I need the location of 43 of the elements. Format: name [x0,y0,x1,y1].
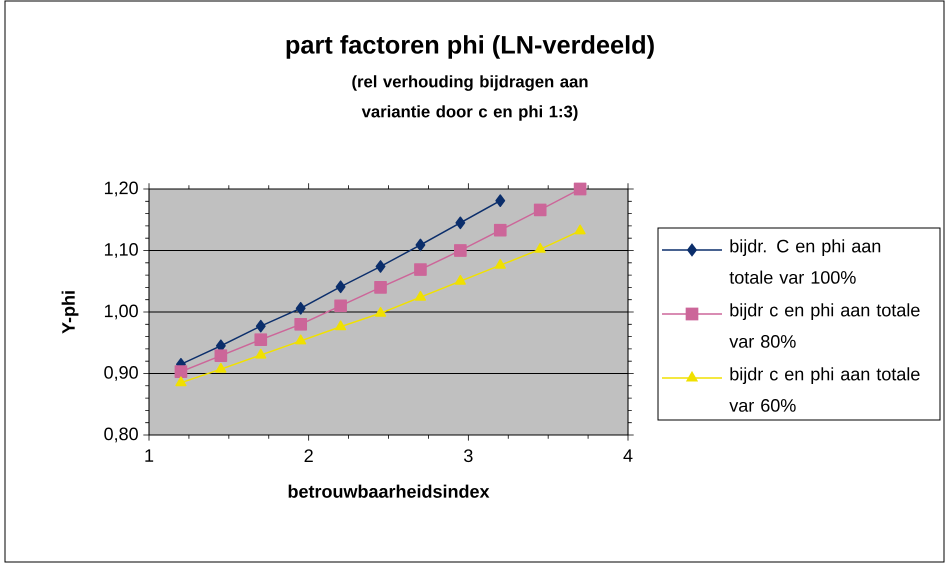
y-axis-title: Y-phi [62,291,78,334]
point [254,333,268,346]
point [214,349,228,362]
legend-label: bijdr c en phi aan totale var 60% [729,367,920,412]
point [414,290,426,301]
point [334,300,347,312]
point [414,263,427,276]
point [494,224,507,237]
x-tick-label: 1 [145,449,154,462]
y-tick-label: 0,80 [104,428,138,442]
chart-subtitle: (rel verhouding bijdragen aan variantie door c en phi 1:3) [352,75,588,121]
point [416,238,426,252]
point [454,274,466,285]
point [255,348,266,359]
x-tick-label: 4 [623,449,632,462]
point [574,182,586,196]
y-tick-label: 1,00 [104,304,138,320]
point [215,362,226,373]
chart-title: part factoren phi (LN-verdeeld) [286,35,654,59]
point [256,320,266,332]
point [495,194,506,208]
y-tick-label: 1,10 [104,243,138,258]
point [335,320,346,330]
point [336,280,346,294]
point [374,306,386,317]
y-tick-label: 0,90 [104,366,138,381]
x-tick-label: 2 [304,449,313,462]
point [175,376,187,386]
point [454,244,467,257]
point [295,334,306,344]
x-tick-label: 3 [464,449,473,462]
point [574,224,586,234]
x-axis-title: betrouwbaarheidsindex [288,484,490,498]
y-tick-label: 1,20 [104,182,138,196]
point [534,242,546,253]
point [494,258,506,269]
point [455,216,466,230]
point [294,318,308,331]
point [376,260,386,273]
point [174,365,188,378]
point [374,281,387,294]
point [534,204,547,216]
point [296,302,306,315]
